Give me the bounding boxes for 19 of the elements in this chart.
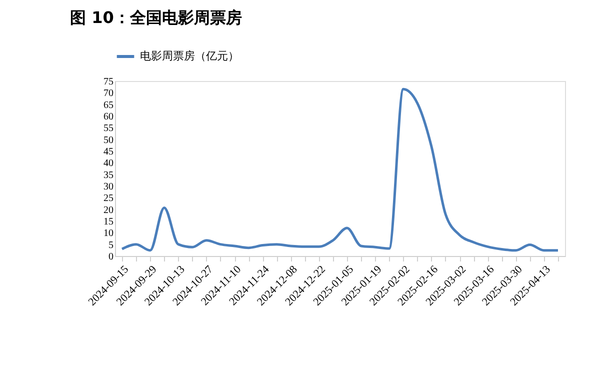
y-tick-label: 30 (104, 182, 114, 192)
y-tick-label: 55 (104, 123, 114, 134)
chart-title: 图 10：全国电影周票房 (70, 8, 242, 27)
y-tick-label: 20 (104, 204, 114, 216)
y-tick-label: 35 (104, 170, 114, 181)
y-tick-label: 0 (108, 252, 114, 262)
y-tick-label: 45 (104, 146, 114, 158)
line-series (120, 88, 560, 252)
y-tick-label: 75 (104, 76, 114, 88)
y-tick-label: 70 (104, 88, 114, 100)
y-tick-label: 65 (104, 100, 114, 111)
y-tick-label: 60 (104, 112, 114, 122)
y-tick-label: 40 (104, 158, 114, 170)
y-tick-label: 10 (104, 228, 114, 240)
legend-label: 电影周票房（亿元） (140, 50, 239, 62)
y-tick-label: 25 (104, 193, 114, 204)
y-tick-label: 15 (104, 216, 114, 228)
y-tick-label: 5 (108, 240, 114, 251)
y-tick-label: 50 (104, 134, 114, 146)
